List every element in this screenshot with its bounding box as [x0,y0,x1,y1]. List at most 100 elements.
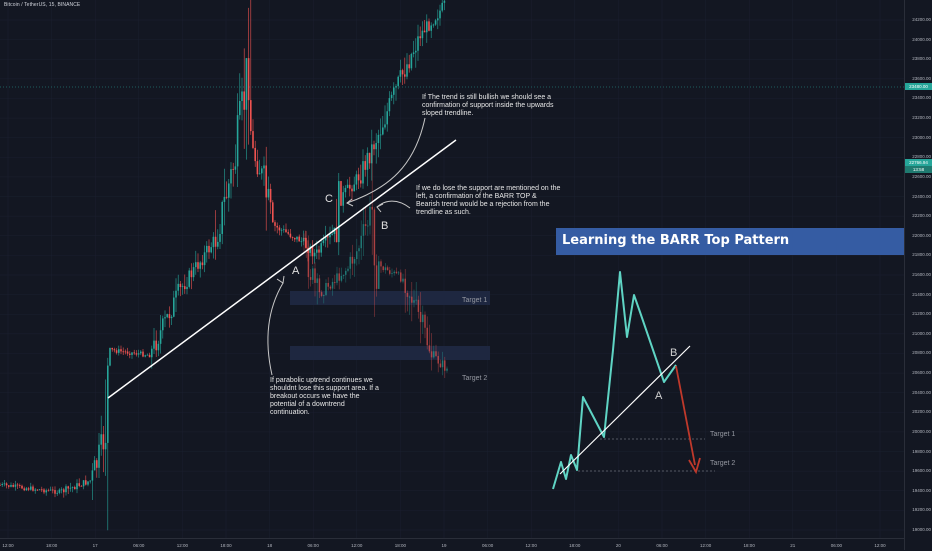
candle-body [19,485,21,486]
candle-body [78,483,80,486]
candle-body [313,252,316,257]
time-tick: 18:00 [220,543,232,548]
candle-body [382,127,384,135]
candle-body [349,256,351,269]
pattern-price-path [552,271,677,490]
candle-body [164,317,166,319]
time-tick: 12:00 [176,543,189,548]
candle-body [236,115,239,167]
candle-body [256,161,259,175]
candle-body [23,488,25,491]
candle-body [446,368,448,371]
candle-body [364,224,367,227]
candle-body [364,161,366,170]
time-tick: 18:00 [45,543,58,548]
candle-body [307,248,310,278]
candle-body [65,486,67,493]
pattern-banner: Learning the BARR Top Pattern [556,228,932,255]
candle-body [8,485,10,487]
pattern-diagram: A B Target 1 Target 2 [552,271,735,490]
candle-body [424,314,426,328]
last-price-tag: 22766.94 [905,159,932,166]
candle-body [432,24,435,26]
candle-body [434,20,437,25]
candle-body [384,124,386,128]
time-tick: 12:00 [351,543,363,548]
candle-body [131,352,133,355]
candle-body [353,259,356,264]
price-tick: 23800.00 [912,56,931,62]
bullish-note: If The trend is still bullish we should … [422,94,554,117]
candle-body [421,30,424,39]
candle-body [397,272,400,274]
candle-body [241,91,243,102]
candle-body [362,224,365,236]
candle-body [415,299,417,301]
time-axis[interactable]: 12:00 18:00 17 06:00 12:00 18:00 18 06:00 12:00 1… [0,538,904,551]
parabolic-note: If parabolic uptrend continues we should… [270,377,379,416]
arrow-to-a [267,282,284,376]
candle-body [351,188,353,192]
price-axis[interactable]: 24200.00 24000.00 23800.00 23600.00 23400.00… [904,0,932,550]
candle-body [30,486,32,490]
candle-body [311,246,314,257]
candle-body [441,2,443,11]
candle-body [87,481,89,485]
candle-body [375,265,378,289]
candle-body [342,192,344,206]
candle-body [373,209,376,266]
candle-body [186,286,188,290]
price-tick: 21000.00 [912,330,931,336]
candle-body [203,252,206,266]
candle-body [175,290,177,298]
candle-body [417,299,420,312]
candle-body [54,490,56,494]
candle-body [272,202,274,223]
candle-body [32,486,34,491]
countdown-tag: 13:58 [905,166,932,173]
candle-body [423,30,426,33]
candle-body [314,268,316,283]
time-tick: 12:00 [699,543,712,548]
candle-body [327,236,329,238]
candle-body [437,355,439,364]
price-tick: 21200.00 [912,311,931,317]
candle-body [155,340,157,351]
candle-body [166,314,168,318]
candle-body [278,227,281,231]
candle-body [250,100,252,132]
candle-body [401,70,404,75]
price-tick: 24000.00 [912,36,931,42]
time-tick: 20 [615,543,621,548]
arrow-to-b-head [376,203,384,213]
candle-body [331,281,334,289]
candle-body [412,52,415,54]
price-tick: 23400.00 [912,95,931,101]
candle-body [417,36,419,51]
candle-body [303,238,305,239]
candle-body [234,166,237,170]
price-tick: 22400.00 [912,193,931,199]
candle-body [329,286,332,289]
candle-body [201,262,204,266]
candle-body [115,350,118,353]
candle-body [243,91,245,110]
arrow-to-a-head [276,275,285,284]
candle-body [371,144,373,164]
candle-body [179,283,182,288]
candle-body [367,225,369,227]
candle-body [1,483,3,485]
candle-body [14,484,17,487]
candle-body [426,21,428,33]
candle-body [133,352,135,354]
candle-body [388,98,391,112]
candle-body [441,360,444,368]
candle-body [107,365,109,443]
candle-body [377,134,380,144]
candle-body [206,245,208,253]
candle-body [47,490,50,492]
time-tick: 21 [790,543,796,548]
time-tick: 18:00 [569,543,581,548]
